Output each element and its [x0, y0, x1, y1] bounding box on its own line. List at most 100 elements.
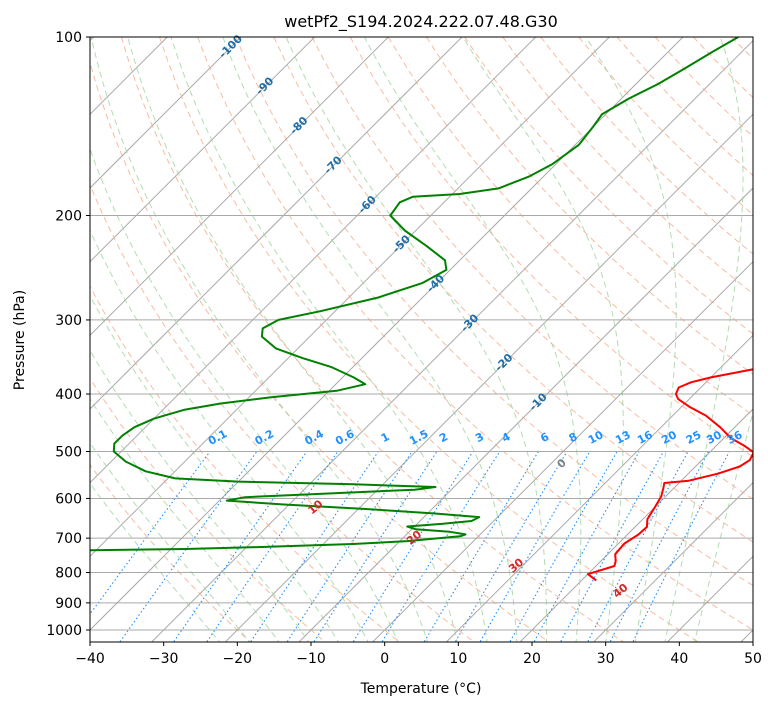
dry-adiabat-line — [540, 37, 753, 255]
moist-adiabat-line — [285, 37, 548, 642]
moist-adiabat-line — [90, 398, 280, 642]
mixing-ratio-label: 0.6 — [333, 427, 357, 448]
mixing-ratio-label: 3 — [473, 430, 486, 445]
y-axis-ticks: 100 200 300 400 500 600 700 800 900 1000 — [46, 30, 90, 639]
x-tick-label: 10 — [449, 651, 467, 667]
chart-title: wetPf2_S194.2024.222.07.48.G30 — [284, 12, 558, 32]
moist-adiabat-line — [694, 410, 753, 642]
isotherm-line — [150, 39, 753, 642]
moist-adiabat-line — [90, 349, 310, 642]
mixing-ratio-label: 2 — [437, 430, 450, 445]
dry-adiabat-label: 40 — [610, 581, 630, 601]
dry-adiabat-line — [502, 37, 753, 295]
x-tick-label: 40 — [670, 651, 688, 667]
dry-adiabat-line — [235, 37, 753, 587]
dry-adiabat-line — [616, 37, 753, 177]
moist-adiabat-line — [462, 37, 624, 642]
dry-adiabat-line — [692, 37, 753, 99]
mixing-ratio-label: 1 — [379, 430, 392, 445]
dry-adiabat-line — [90, 464, 252, 642]
isotherm-line — [519, 408, 753, 642]
mixing-ratio-label: 20 — [659, 428, 679, 447]
isotherm-line — [90, 37, 316, 263]
isotherm-line — [90, 37, 390, 337]
mixing-ratio-line — [454, 451, 568, 642]
dry-adiabat-line — [90, 377, 326, 642]
y-tick-label: 200 — [55, 209, 82, 225]
x-tick-label: −10 — [296, 651, 326, 667]
mixing-ratio-line — [352, 451, 474, 642]
dry-adiabat-line — [387, 37, 753, 416]
y-tick-label: 600 — [55, 491, 82, 507]
mixing-ratio-line — [90, 451, 211, 616]
mixing-ratio-line — [587, 451, 689, 642]
x-tick-label: −20 — [223, 651, 253, 667]
mixing-ratio-line — [381, 451, 501, 642]
background-lines-layer — [90, 37, 775, 645]
pressure-gridlines — [90, 37, 753, 631]
mixing-ratio-label: 10 — [586, 428, 606, 447]
moist-adiabat-line — [363, 37, 582, 642]
isotherm-label: -80 — [287, 114, 310, 137]
y-tick-label: 900 — [55, 596, 82, 612]
isotherm-line — [90, 37, 463, 410]
x-axis-label: Temperature (°C) — [360, 681, 482, 697]
mixing-ratio-label: 4 — [500, 430, 513, 445]
isotherm-line — [90, 37, 684, 631]
mixing-ratio-line — [559, 451, 664, 642]
mixing-ratio-label: 0.1 — [206, 427, 229, 448]
x-tick-label: 20 — [523, 651, 541, 667]
y-tick-label: 700 — [55, 531, 82, 547]
plot-frame — [89, 36, 754, 643]
dry-adiabat-line — [90, 61, 550, 642]
mixing-ratio-label: 13 — [613, 428, 633, 447]
isotherm-line — [298, 187, 753, 642]
mixing-ratio-line — [632, 451, 730, 642]
mixing-ratio-label: 0.2 — [253, 427, 276, 448]
mixing-ratio-line — [423, 451, 539, 642]
dry-adiabat-line — [349, 37, 753, 458]
x-tick-label: 50 — [744, 651, 762, 667]
mixing-ratio-line — [479, 451, 591, 642]
isotherm-line — [592, 481, 753, 642]
y-tick-label: 400 — [55, 387, 82, 403]
moist-adiabat-line — [90, 147, 399, 642]
moist-adiabat-line — [664, 37, 744, 642]
contour-labels-layer: -100-90-80-70-60-50-40-30-20-100.1 0.2 0.4… — [206, 32, 745, 601]
mixing-ratio-label: 30 — [704, 428, 724, 447]
y-tick-label: 500 — [55, 444, 82, 460]
mixing-ratio-label: 6 — [538, 430, 551, 445]
dry-adiabat-line — [90, 285, 401, 642]
x-tick-label: 30 — [597, 651, 615, 667]
isotherm-line — [445, 334, 753, 642]
mixing-ratio-label: 1.5 — [407, 427, 430, 448]
mixing-ratio-label: 16 — [635, 428, 655, 447]
dry-adiabat-line — [770, 37, 775, 645]
mixing-ratio-line — [609, 451, 710, 642]
x-tick-label: −30 — [149, 651, 179, 667]
dry-adiabat-line — [197, 37, 753, 631]
moist-adiabat-line — [90, 229, 369, 642]
isotherm-line — [90, 37, 537, 484]
mixing-ratio-line — [206, 451, 339, 642]
y-tick-label: 800 — [55, 566, 82, 582]
mixing-ratio-line — [119, 451, 258, 642]
mixing-ratio-line — [249, 451, 379, 642]
isotherm-line — [90, 37, 242, 189]
y-tick-label: 100 — [55, 30, 82, 46]
mixing-ratio-label: 0.4 — [303, 427, 327, 448]
y-tick-label: 300 — [55, 313, 82, 329]
isotherm-line — [90, 37, 611, 558]
x-axis-ticks: −40 −30 −20 −10 0 10 20 30 40 50 — [75, 642, 762, 667]
isotherm-line — [371, 260, 753, 642]
mixing-ratio-line — [313, 451, 438, 642]
dry-adiabat-line — [464, 37, 753, 335]
profile-series-layer — [90, 37, 753, 582]
moist-adiabat-line — [90, 441, 251, 642]
mixing-ratio-line — [286, 451, 413, 642]
x-tick-label: 0 — [380, 651, 389, 667]
isotherm-line — [740, 629, 753, 642]
dry-adiabat-line — [273, 37, 753, 543]
y-axis-label: Pressure (hPa) — [12, 290, 28, 390]
